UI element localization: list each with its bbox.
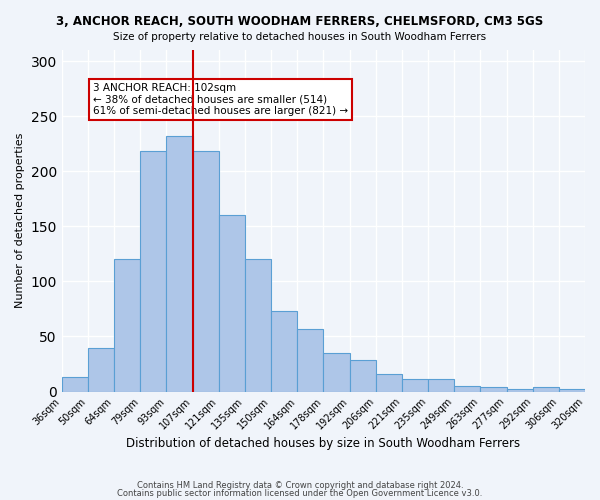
Bar [271,311,297,392]
X-axis label: Distribution of detached houses by size in South Woodham Ferrers: Distribution of detached houses by size … [127,437,520,450]
Y-axis label: Number of detached properties: Number of detached properties [15,133,25,308]
Bar [88,348,114,392]
Bar [506,390,533,392]
Text: 3 ANCHOR REACH: 102sqm
← 38% of detached houses are smaller (514)
61% of semi-de: 3 ANCHOR REACH: 102sqm ← 38% of detached… [93,83,349,116]
Bar [245,260,271,392]
Bar [219,216,245,392]
Bar [481,387,506,392]
Text: Contains public sector information licensed under the Open Government Licence v3: Contains public sector information licen… [118,488,482,498]
Bar [166,136,193,392]
Bar [376,374,402,392]
Text: 3, ANCHOR REACH, SOUTH WOODHAM FERRERS, CHELMSFORD, CM3 5GS: 3, ANCHOR REACH, SOUTH WOODHAM FERRERS, … [56,15,544,28]
Text: Size of property relative to detached houses in South Woodham Ferrers: Size of property relative to detached ho… [113,32,487,42]
Bar [140,152,166,392]
Bar [454,386,481,392]
Bar [350,360,376,392]
Bar [114,260,140,392]
Bar [323,353,350,392]
Bar [402,380,428,392]
Text: Contains HM Land Registry data © Crown copyright and database right 2024.: Contains HM Land Registry data © Crown c… [137,481,463,490]
Bar [62,378,88,392]
Bar [559,390,585,392]
Bar [193,152,219,392]
Bar [428,380,454,392]
Bar [533,387,559,392]
Bar [297,329,323,392]
